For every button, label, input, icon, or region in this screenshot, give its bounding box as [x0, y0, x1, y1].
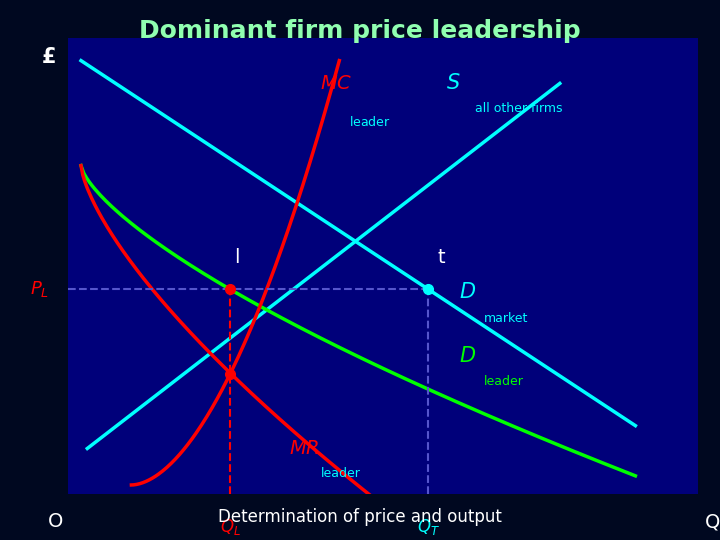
Text: Dominant firm price leadership: Dominant firm price leadership	[139, 19, 581, 43]
Text: Determination of price and output: Determination of price and output	[218, 509, 502, 526]
Text: l: l	[234, 247, 239, 267]
Text: all other firms: all other firms	[474, 102, 562, 114]
Text: $Q_L$: $Q_L$	[220, 517, 240, 537]
Text: $\mathit{D}$: $\mathit{D}$	[459, 282, 476, 302]
Text: £: £	[41, 47, 56, 67]
Text: Q: Q	[705, 512, 720, 531]
Text: $\mathregular{leader}$: $\mathregular{leader}$	[348, 116, 390, 130]
Text: t: t	[437, 247, 445, 267]
Text: $\mathit{MC}$: $\mathit{MC}$	[320, 73, 353, 92]
Text: $Q_T$: $Q_T$	[417, 517, 440, 537]
Text: $\mathit{S}$: $\mathit{S}$	[446, 72, 461, 92]
Text: O: O	[48, 512, 63, 531]
Text: $\mathit{MR}$: $\mathit{MR}$	[289, 438, 320, 457]
Text: $P_L$: $P_L$	[30, 279, 50, 299]
Text: leader: leader	[485, 375, 524, 388]
Text: market: market	[485, 312, 528, 325]
Text: leader: leader	[320, 467, 360, 480]
Text: $\mathit{D}$: $\mathit{D}$	[459, 346, 476, 366]
